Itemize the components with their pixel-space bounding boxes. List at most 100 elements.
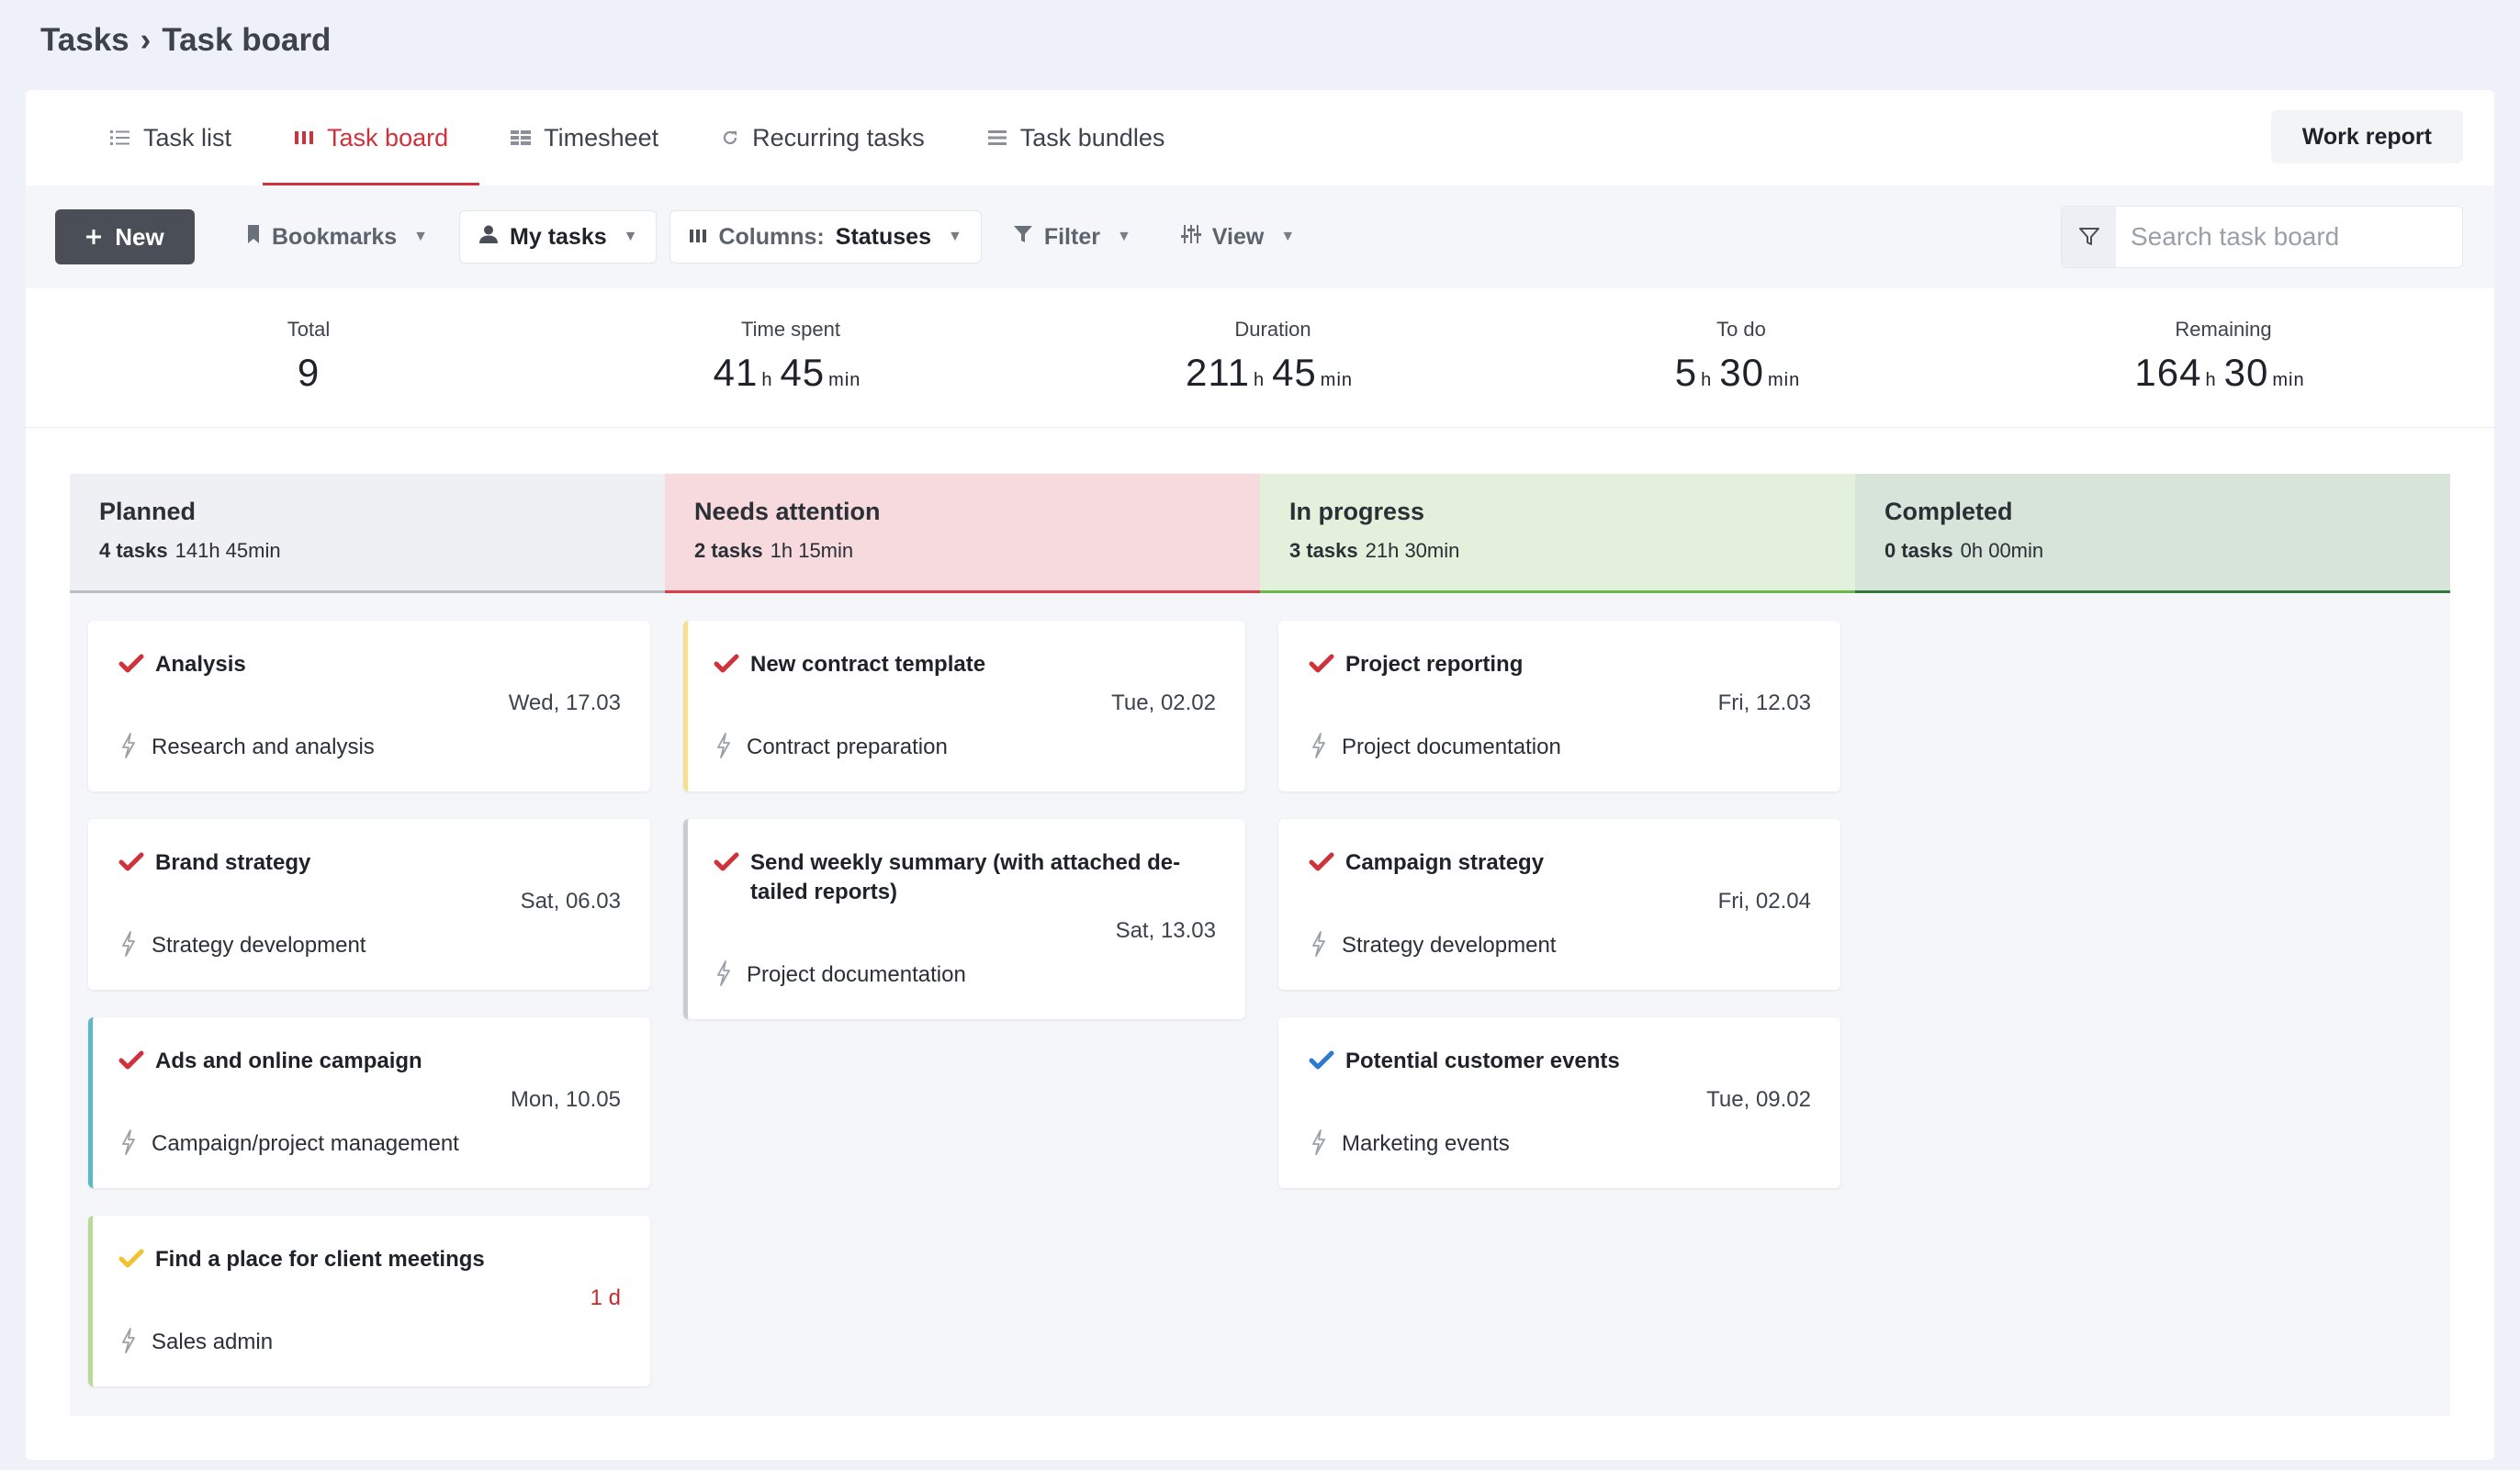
work-report-button[interactable]: Work report (2270, 110, 2463, 163)
board-column: Planned 4 tasks 141h 45min Analysis Wed, 17.… (70, 474, 665, 1416)
filter-icon[interactable] (2062, 207, 2116, 267)
new-task-button[interactable]: New (55, 209, 195, 264)
task-project: Strategy development (152, 933, 366, 958)
checkmark-icon[interactable] (118, 1247, 144, 1273)
column-meta: 4 tasks 141h 45min (99, 539, 636, 563)
board-column: In progress 3 tasks 21h 30min Project repor… (1260, 474, 1855, 1416)
column-meta: 2 tasks 1h 15min (694, 539, 1231, 563)
column-task-count: 3 tasks (1289, 539, 1358, 562)
task-project: Marketing events (1342, 1131, 1510, 1156)
breadcrumb-root[interactable]: Tasks (40, 22, 129, 58)
lightning-icon (1311, 1129, 1327, 1155)
filter-dropdown[interactable]: Filter ▼ (995, 210, 1150, 264)
lightning-icon (120, 931, 137, 957)
checkmark-icon[interactable] (714, 850, 739, 876)
task-project: Strategy development (1342, 933, 1557, 958)
tab-label: Task bundles (1019, 123, 1165, 151)
stat-label: Remaining (2175, 318, 2272, 341)
task-card[interactable]: New contract template Tue, 02.02 Contract … (683, 621, 1245, 791)
checkmark-icon[interactable] (1309, 1049, 1334, 1074)
task-title: Send weekly summary (with attached de-ta… (750, 850, 1181, 904)
column-time: 21h 30min (1365, 539, 1460, 562)
breadcrumb: Tasks › Task board (40, 22, 331, 59)
bookmarks-dropdown[interactable]: Bookmarks ▼ (228, 210, 446, 264)
task-card[interactable]: Ads and online campaign Mon, 10.05 Campaig… (88, 1017, 650, 1188)
tab-recurring-tasks[interactable]: Recurring tasks (690, 90, 956, 185)
stat-value: 164 h 30 min (2134, 351, 2305, 394)
column-task-count: 2 tasks (694, 539, 763, 562)
tab-label: Timesheet (544, 123, 659, 151)
task-due-date: Sat, 06.03 (520, 889, 621, 914)
task-project: Research and analysis (152, 735, 375, 759)
stat-time-spent: Time spent 41 h 45 min (607, 318, 974, 395)
task-project: Sales admin (152, 1330, 274, 1354)
tab-bar: Task list Task board Timesheet Recurring… (26, 90, 2494, 185)
search-box (2061, 206, 2463, 268)
task-title: New contract template (750, 652, 986, 677)
stat-label: Total (287, 318, 331, 341)
task-card[interactable]: Brand strategy Sat, 06.03 Strategy develop… (88, 819, 650, 990)
columns-dropdown[interactable]: Columns: Statuses ▼ (669, 210, 982, 264)
tab-task-board[interactable]: Task board (263, 90, 480, 185)
column-header: Completed 0 tasks 0h 00min (1855, 474, 2450, 593)
user-icon (478, 224, 499, 251)
breadcrumb-current: Task board (162, 22, 332, 58)
chevron-down-icon: ▼ (413, 229, 429, 244)
column-title: In progress (1289, 498, 1425, 525)
checkmark-icon[interactable] (118, 1049, 144, 1074)
checkmark-icon[interactable] (118, 850, 144, 876)
chevron-down-icon: ▼ (1116, 229, 1131, 244)
plus-icon (85, 223, 102, 252)
my-tasks-label: My tasks (510, 223, 607, 250)
board-column: Needs attention 2 tasks 1h 15min New contra… (665, 474, 1260, 1416)
column-time: 0h 00min (1960, 539, 2044, 562)
lightning-icon (120, 1129, 137, 1155)
lightning-icon (120, 1328, 137, 1353)
tab-label: Task list (143, 123, 232, 151)
my-tasks-dropdown[interactable]: My tasks ▼ (459, 210, 658, 264)
column-header: Needs attention 2 tasks 1h 15min (665, 474, 1260, 593)
tab-task-list[interactable]: Task list (83, 90, 263, 185)
task-card[interactable]: Analysis Wed, 17.03 Research and analysis (88, 621, 650, 791)
columns-prefix: Columns: (718, 223, 825, 250)
stat-value: 41 h 45 min (713, 351, 861, 394)
task-card[interactable]: Find a place for client meetings 1 d Sales… (88, 1216, 650, 1386)
checkmark-icon[interactable] (118, 652, 144, 678)
funnel-icon (1013, 224, 1033, 251)
task-title: Analysis (155, 652, 246, 677)
lightning-icon (1311, 733, 1327, 758)
chevron-down-icon: ▼ (947, 229, 962, 244)
stat-label: To do (1716, 318, 1766, 341)
search-input[interactable] (2116, 207, 2462, 267)
task-due-date: 1 d (590, 1285, 621, 1310)
task-card[interactable]: Potential customer events Tue, 09.02 Marke… (1278, 1017, 1840, 1188)
lightning-icon (1311, 931, 1327, 957)
task-due-date: Fri, 02.04 (1717, 889, 1811, 914)
checkmark-icon[interactable] (1309, 652, 1334, 678)
tab-task-bundles[interactable]: Task bundles (956, 90, 1197, 185)
task-card[interactable]: Send weekly summary (with attached de-ta… (683, 819, 1245, 1019)
task-card[interactable]: Project reporting Fri, 12.03 Project docum… (1278, 621, 1840, 791)
stack-icon (987, 129, 1007, 147)
view-dropdown[interactable]: View ▼ (1163, 210, 1313, 264)
task-card[interactable]: Campaign strategy Fri, 02.04 Strategy deve… (1278, 819, 1840, 990)
tab-label: Task board (327, 123, 449, 151)
filter-label: Filter (1043, 223, 1100, 250)
stat-total: Total 9 (125, 318, 492, 395)
board-column: Completed 0 tasks 0h 00min (1855, 474, 2450, 1416)
lightning-icon (715, 960, 732, 986)
bookmark-icon (246, 224, 261, 251)
tab-timesheet[interactable]: Timesheet (479, 90, 690, 185)
checkmark-icon[interactable] (1309, 850, 1334, 876)
bookmarks-label: Bookmarks (272, 223, 398, 250)
column-title: Planned (99, 498, 197, 525)
new-task-label: New (115, 222, 164, 251)
task-due-date: Fri, 12.03 (1717, 690, 1811, 715)
sliders-icon (1180, 224, 1201, 251)
checkmark-icon[interactable] (714, 652, 739, 678)
stat-duration: Duration 211 h 45 min (1089, 318, 1457, 395)
column-task-count: 4 tasks (99, 539, 168, 562)
stat-value: 5 h 30 min (1674, 351, 1801, 394)
view-label: View (1211, 223, 1265, 250)
stat-value: 9 (297, 351, 321, 394)
